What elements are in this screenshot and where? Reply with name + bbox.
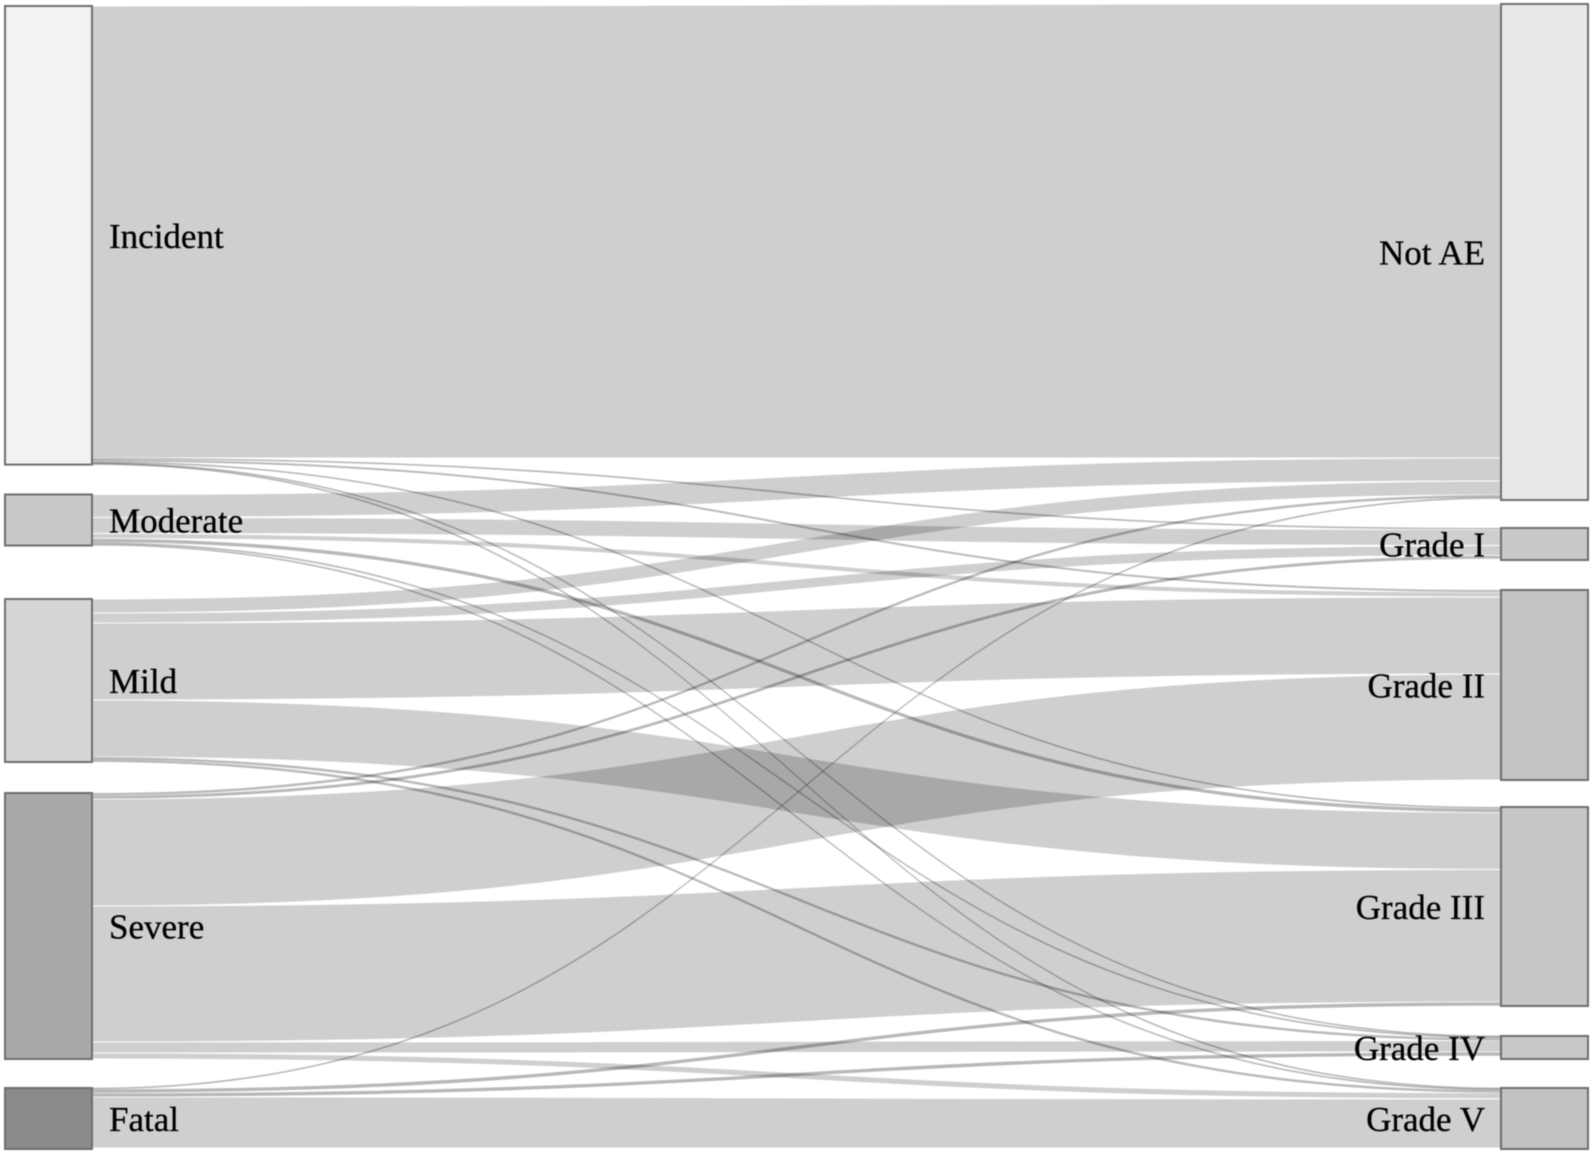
- svg-text:Grade IV: Grade IV: [1354, 1029, 1485, 1068]
- svg-text:Grade V: Grade V: [1366, 1100, 1485, 1139]
- svg-text:Not AE: Not AE: [1379, 234, 1485, 273]
- svg-text:Mild: Mild: [109, 662, 178, 701]
- svg-text:Fatal: Fatal: [109, 1100, 179, 1139]
- svg-text:Moderate: Moderate: [109, 502, 243, 541]
- svg-text:Grade II: Grade II: [1367, 667, 1485, 706]
- svg-text:Grade III: Grade III: [1356, 888, 1485, 927]
- svg-text:Grade I: Grade I: [1379, 526, 1485, 565]
- svg-text:Incident: Incident: [109, 217, 224, 256]
- svg-text:Severe: Severe: [109, 908, 204, 947]
